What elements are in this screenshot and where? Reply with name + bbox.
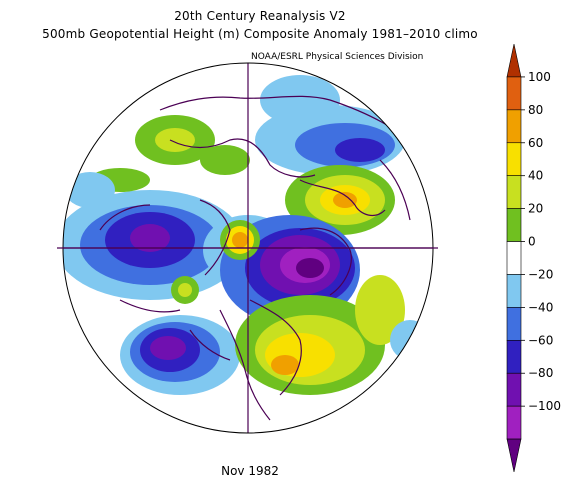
title-line-2: 500mb Geopotential Height (m) Composite …: [42, 27, 478, 41]
colorbar-labels: 100 80 60 40 20 0 −20 −40 −60 −80 −100: [521, 70, 561, 413]
colorbar-tick-label: −20: [528, 267, 553, 281]
colorbar-tick-label: 0: [528, 235, 536, 249]
polar-anomaly-map: [57, 62, 438, 434]
date-label: Nov 1982: [221, 464, 279, 478]
colorbar-tick-label: −100: [528, 399, 561, 413]
credit-label: NOAA/ESRL Physical Sciences Division: [251, 52, 424, 62]
colorbar-tick-label: −80: [528, 366, 553, 380]
colorbar-tick-label: 100: [528, 70, 551, 84]
colorbar-tick-label: 40: [528, 169, 543, 183]
colorbar-tick-label: −40: [528, 300, 553, 314]
anomaly-field: [63, 75, 430, 395]
colorbar-tick-label: 60: [528, 136, 543, 150]
colorbar-tick-label: 20: [528, 202, 543, 216]
coastlines: [99, 95, 421, 421]
title-line-1: 20th Century Reanalysis V2: [174, 9, 346, 23]
colorbar-tick-label: −60: [528, 333, 553, 347]
colorbar-tick-label: 80: [528, 103, 543, 117]
